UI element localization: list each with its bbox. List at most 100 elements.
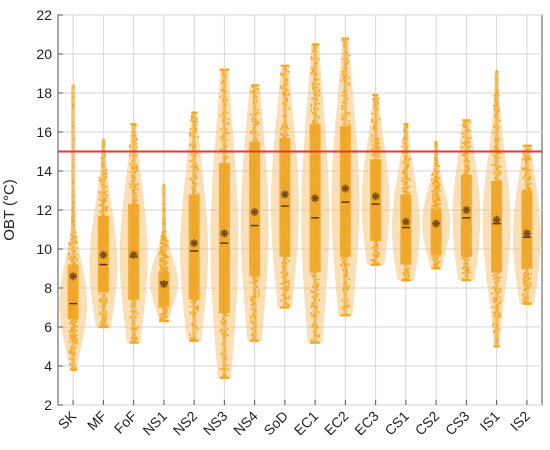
data-point: [105, 297, 108, 300]
data-point: [407, 159, 410, 163]
data-point: [257, 121, 260, 125]
data-point: [166, 312, 169, 315]
data-point: [438, 254, 441, 257]
data-point: [68, 340, 71, 343]
data-point: [407, 274, 411, 277]
data-point: [219, 367, 222, 370]
data-point: [257, 276, 260, 279]
data-point: [341, 94, 344, 97]
data-point: [317, 278, 320, 281]
data-point: [341, 37, 344, 40]
data-point: [99, 300, 102, 303]
data-point: [105, 172, 109, 175]
mean-marker-NS1: [159, 280, 168, 289]
mean-marker-NS2: [190, 239, 199, 248]
data-point: [370, 258, 373, 262]
data-point: [310, 315, 313, 318]
data-point: [128, 182, 131, 186]
data-point: [227, 139, 230, 142]
data-point: [340, 264, 343, 267]
data-point: [310, 312, 313, 315]
data-point: [287, 282, 290, 285]
data-point: [409, 158, 412, 161]
mean-marker-CS2: [432, 219, 441, 228]
data-point: [340, 306, 343, 309]
data-point: [346, 38, 350, 41]
data-point: [341, 70, 344, 73]
data-point: [461, 154, 464, 157]
data-point: [189, 128, 192, 131]
data-point: [257, 91, 260, 94]
data-point: [135, 170, 138, 173]
data-point: [250, 327, 253, 330]
data-point: [491, 324, 494, 327]
data-point: [340, 299, 343, 302]
data-point: [136, 327, 139, 331]
data-point: [287, 127, 290, 130]
data-point: [256, 87, 259, 91]
data-point: [98, 179, 101, 182]
data-point: [317, 58, 320, 61]
data-point: [105, 310, 108, 313]
data-point: [522, 302, 525, 305]
data-point: [69, 244, 72, 247]
mean-marker-MF: [99, 250, 108, 259]
data-point: [341, 57, 344, 60]
data-point: [310, 289, 313, 293]
data-point: [492, 154, 495, 157]
data-point: [529, 272, 533, 275]
data-point: [431, 204, 434, 207]
data-point: [498, 173, 501, 176]
data-point: [523, 280, 526, 283]
data-point: [340, 258, 343, 261]
mean-marker-FoF: [129, 250, 138, 259]
data-point: [491, 163, 494, 167]
data-point: [371, 246, 374, 249]
data-point: [227, 132, 230, 135]
data-point: [316, 78, 319, 81]
data-point: [340, 39, 344, 42]
data-point: [98, 203, 101, 207]
data-point: [378, 147, 381, 150]
data-point: [287, 286, 290, 289]
x-tick-label: IS1: [477, 408, 503, 434]
data-point: [438, 267, 441, 270]
data-point: [348, 119, 351, 122]
data-point: [407, 163, 410, 166]
data-point: [129, 146, 132, 149]
mean-stroke: [130, 251, 137, 259]
data-point: [498, 296, 501, 299]
data-point: [431, 173, 434, 176]
data-point: [431, 255, 434, 258]
data-point: [136, 326, 139, 329]
data-point: [249, 295, 252, 298]
y-tick-label: 2: [44, 397, 52, 413]
data-point: [250, 308, 253, 311]
data-point: [317, 116, 320, 120]
data-point: [461, 132, 464, 135]
data-point: [165, 309, 168, 313]
data-point: [377, 253, 380, 256]
data-point: [469, 271, 472, 274]
data-point: [431, 196, 435, 199]
data-point: [408, 271, 411, 274]
data-point: [74, 368, 78, 371]
data-point: [159, 263, 162, 266]
data-point: [69, 363, 72, 366]
data-point: [257, 295, 260, 298]
data-point: [310, 338, 313, 342]
data-point: [75, 320, 78, 323]
data-point: [461, 123, 464, 127]
data-point: [469, 136, 472, 140]
data-point: [128, 154, 131, 157]
mean-stroke: [463, 206, 470, 214]
mean-stroke: [160, 280, 168, 288]
data-point: [469, 121, 472, 124]
data-point: [341, 113, 344, 116]
data-point: [498, 311, 501, 314]
data-point: [281, 261, 284, 264]
x-tick-label: NS4: [230, 408, 261, 439]
data-point: [371, 93, 375, 97]
data-point: [287, 259, 290, 262]
data-point: [129, 327, 133, 330]
